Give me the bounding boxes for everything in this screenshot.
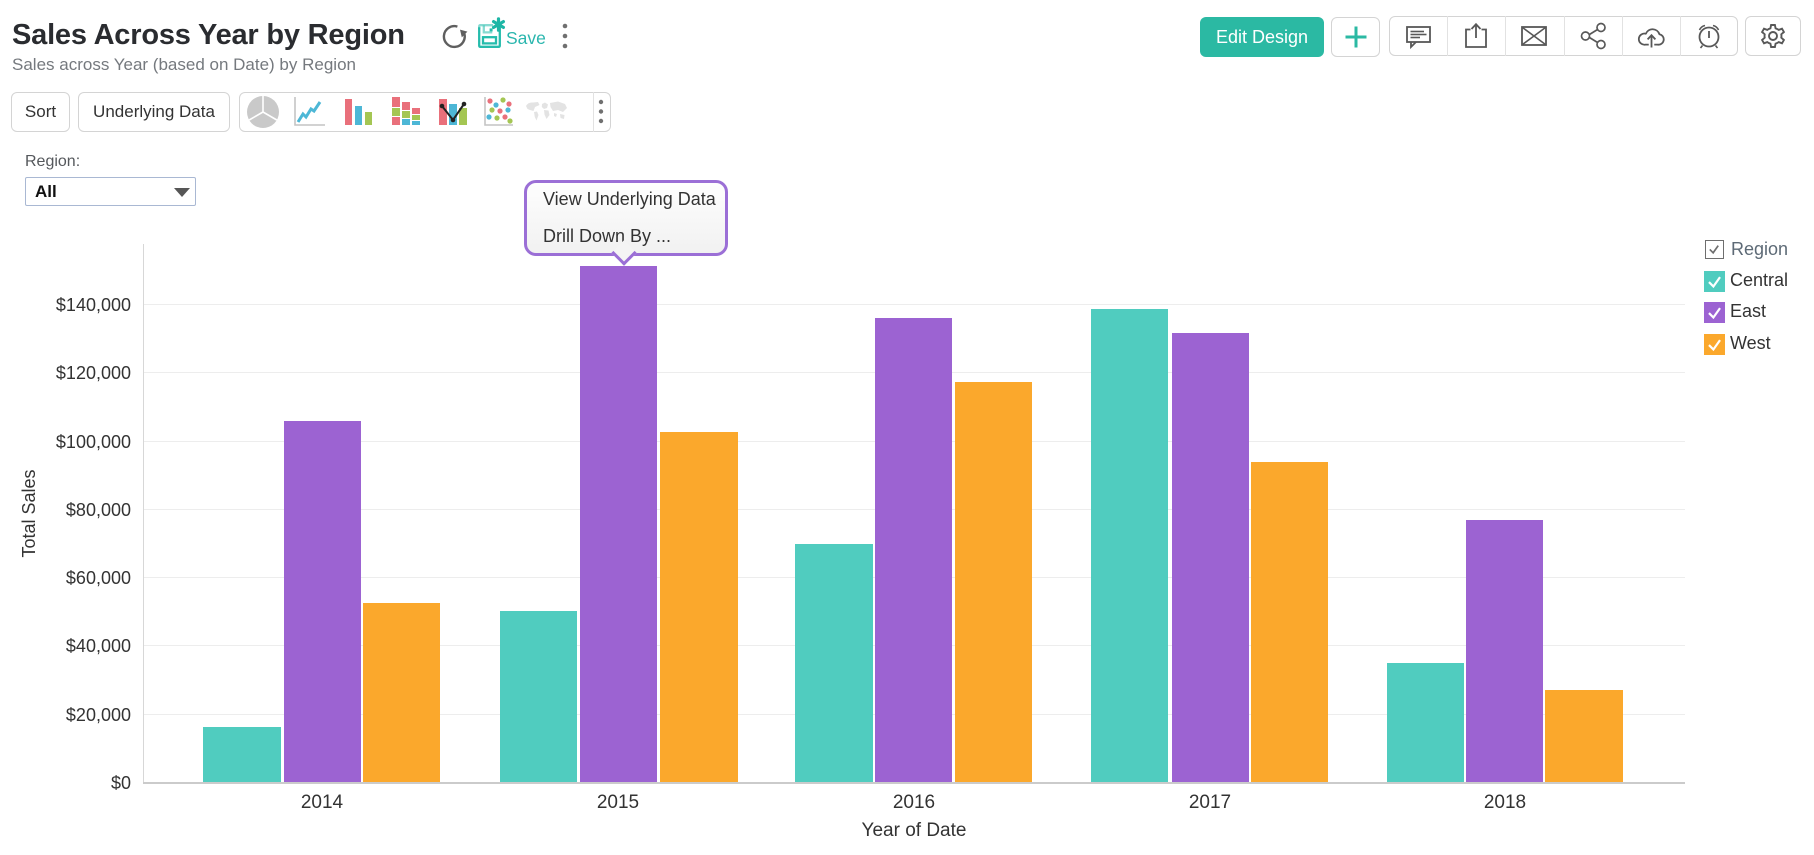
svg-text:Save: Save xyxy=(506,28,546,48)
